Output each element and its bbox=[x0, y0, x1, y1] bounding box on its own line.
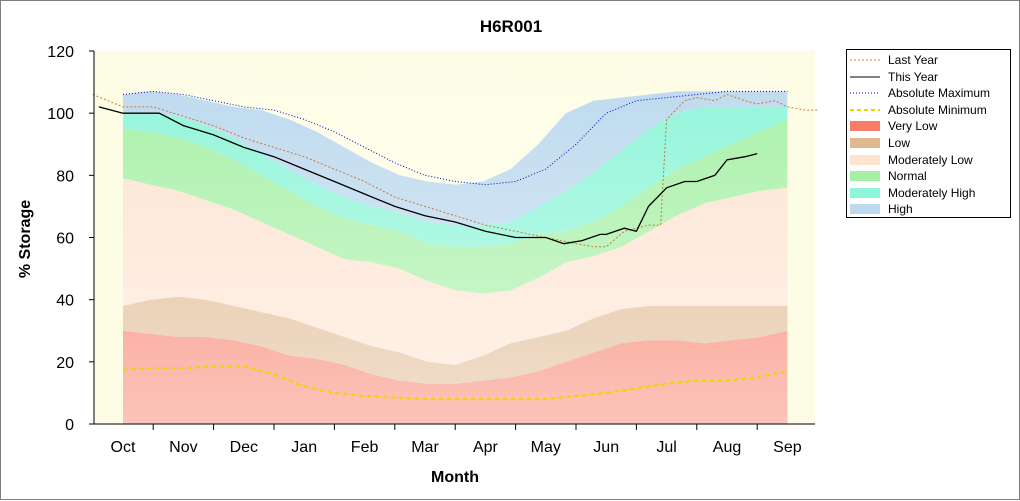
legend-line-swatch bbox=[850, 108, 880, 111]
legend-color-swatch bbox=[850, 187, 880, 198]
legend-item: Moderately High bbox=[847, 185, 1010, 201]
legend-label: Absolute Maximum bbox=[888, 86, 991, 101]
series-this-year bbox=[98, 106, 758, 245]
legend-color-swatch bbox=[850, 171, 880, 182]
y-tick-label: 100 bbox=[47, 106, 74, 123]
legend-color-swatch bbox=[850, 121, 880, 132]
x-tick-label: Dec bbox=[230, 439, 258, 456]
legend-item: Absolute Minimum bbox=[847, 102, 1010, 118]
chart-title: H6R001 bbox=[480, 17, 542, 36]
y-tick-label: 120 bbox=[47, 44, 74, 61]
storage-bands bbox=[123, 51, 788, 424]
legend-label: Last Year bbox=[888, 53, 939, 67]
legend-color-swatch bbox=[850, 154, 880, 165]
legend-label: High bbox=[888, 202, 913, 217]
x-tick-label: Nov bbox=[169, 439, 197, 456]
y-tick-label: 60 bbox=[56, 231, 74, 248]
legend-item: Normal bbox=[847, 168, 1010, 184]
legend-item: Absolute Maximum bbox=[847, 85, 1010, 101]
legend-line-swatch bbox=[850, 76, 880, 78]
series-last-year bbox=[92, 93, 818, 248]
x-tick-label: Sep bbox=[773, 439, 802, 456]
y-tick-label: 0 bbox=[65, 417, 74, 434]
legend-label: Moderately Low bbox=[888, 152, 973, 167]
legend-label: Moderately High bbox=[888, 185, 976, 200]
legend-item: High bbox=[847, 201, 1010, 217]
band-fade-overlay bbox=[123, 51, 788, 424]
legend-label: This Year bbox=[888, 69, 939, 84]
legend-color-swatch bbox=[850, 138, 880, 148]
legend: Last Year This Year Absolute Maximum Absolu… bbox=[846, 49, 1011, 218]
y-axis-label: % Storage bbox=[17, 200, 34, 278]
legend-color-swatch bbox=[850, 204, 880, 215]
x-tick-label: Jul bbox=[656, 439, 676, 456]
legend-item: Moderately Low bbox=[847, 152, 1010, 168]
y-tick-label: 20 bbox=[56, 355, 74, 372]
series-absolute-maximum bbox=[122, 90, 788, 186]
legend-item: Last Year bbox=[847, 52, 1010, 68]
x-tick-label: May bbox=[531, 439, 561, 456]
legend-label: Low bbox=[888, 136, 911, 150]
legend-label: Normal bbox=[888, 169, 927, 184]
legend-item: Very Low bbox=[847, 118, 1010, 134]
x-tick-label: Apr bbox=[473, 439, 499, 456]
legend-item: This Year bbox=[847, 69, 1010, 85]
x-tick-label: Jan bbox=[291, 439, 317, 456]
legend-item: Low bbox=[847, 135, 1010, 151]
x-tick-label: Feb bbox=[351, 439, 379, 456]
x-tick-label: Mar bbox=[411, 439, 439, 456]
legend-label: Absolute Minimum bbox=[888, 102, 987, 117]
series-absolute-minimum bbox=[122, 365, 788, 401]
legend-line-swatch bbox=[850, 92, 880, 94]
x-tick-label: Aug bbox=[713, 439, 741, 456]
series-lines bbox=[92, 90, 818, 401]
legend-label: Very Low bbox=[888, 119, 938, 134]
y-tick-label: 40 bbox=[56, 293, 74, 310]
axes: 0 20 40 60 80 100 120 Oct Nov Dec Jan Feb Mar Apr May J… bbox=[47, 44, 815, 456]
x-tick-label: Jun bbox=[593, 439, 619, 456]
x-axis-label: Month bbox=[431, 469, 479, 486]
y-tick-label: 80 bbox=[56, 168, 74, 185]
x-tick-label: Oct bbox=[111, 439, 136, 456]
legend-line-swatch bbox=[850, 59, 880, 61]
